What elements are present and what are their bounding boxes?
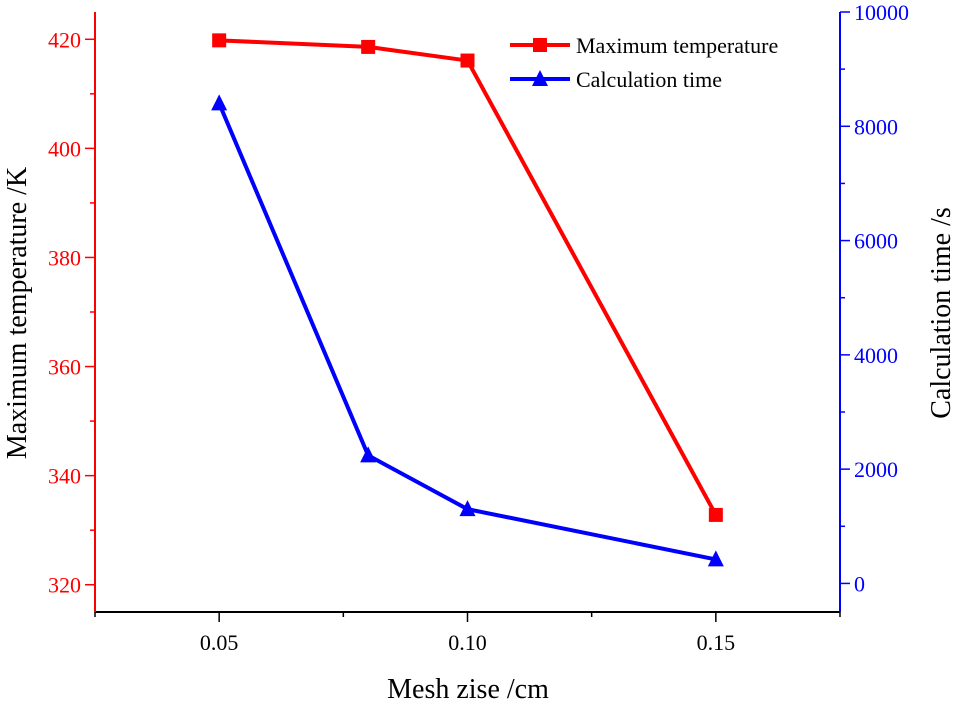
y-right-tick-label: 2000 [854, 457, 898, 482]
y-left-tick-label: 340 [48, 464, 81, 489]
y-right-tick-label: 4000 [854, 343, 898, 368]
series-line-calculation-time [217, 102, 717, 562]
data-point-maximum-temperature [361, 39, 376, 54]
data-point-maximum-temperature [708, 507, 723, 522]
series-maximum-temperature [212, 33, 723, 522]
legend: Maximum temperature Calculation time [510, 33, 778, 92]
y-left-tick-label: 380 [48, 245, 81, 270]
data-point-calculation-time [360, 446, 377, 463]
series-calculation-time [211, 94, 724, 567]
y-left-tick-label: 360 [48, 355, 81, 380]
y-right-tick-label: 8000 [854, 114, 898, 139]
data-point-calculation-time [459, 500, 476, 517]
x-tick-label: 0.10 [448, 630, 487, 655]
x-axis-label: Mesh zise /cm [387, 674, 549, 704]
y-axis-label-left: Maximum temperature /K [2, 167, 33, 459]
data-point-calculation-time [211, 94, 228, 111]
y-left-tick-label: 400 [48, 136, 81, 161]
y-right-tick-label: 6000 [854, 229, 898, 254]
data-point-calculation-time [707, 550, 724, 567]
legend-marker-maximum-temperature [533, 38, 547, 52]
x-tick-label: 0.15 [697, 630, 736, 655]
legend-label-maximum-temperature: Maximum temperature [576, 33, 778, 58]
y-axis-label-right: Calculation time /s [926, 207, 956, 419]
data-point-maximum-temperature [212, 33, 227, 48]
y-right-tick-label: 10000 [854, 0, 909, 25]
legend-label-calculation-time: Calculation time [576, 67, 722, 92]
series-line-maximum-temperature [219, 38, 718, 516]
data-point-maximum-temperature [460, 53, 475, 68]
y-left-tick-label: 320 [48, 573, 81, 598]
y-right-tick-label: 0 [854, 571, 865, 596]
series-layer [211, 33, 724, 567]
axes-layer: 0.05 0.10 0.15 320 340 360 380 400 420 0 2000 4000 6… [48, 0, 909, 655]
legend-marker-calculation-time [532, 70, 548, 86]
x-tick-label: 0.05 [200, 630, 239, 655]
y-left-tick-label: 420 [48, 27, 81, 52]
